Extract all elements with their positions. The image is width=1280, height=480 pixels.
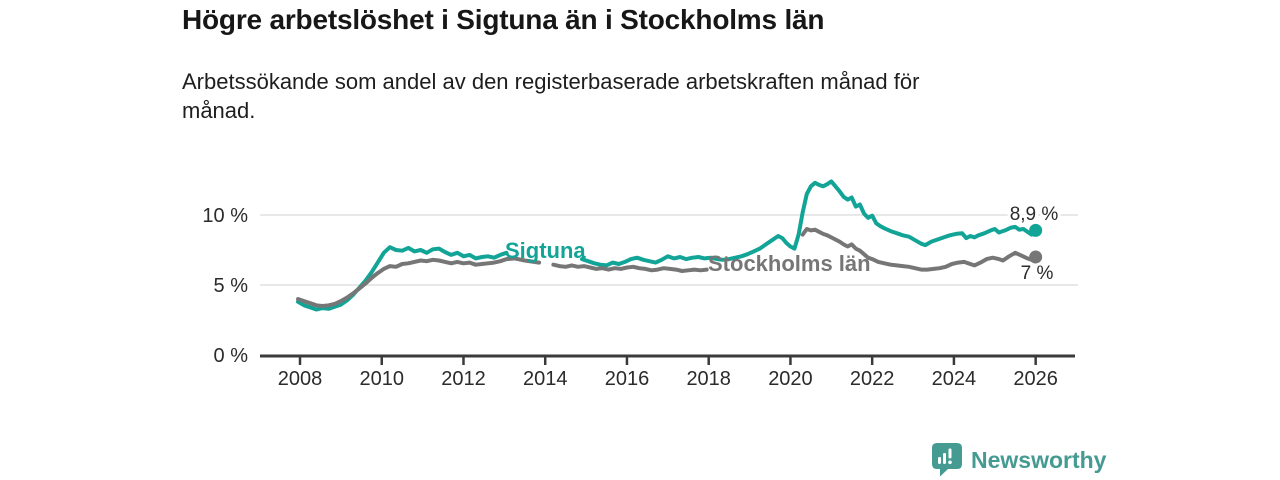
chart-subtitle: Arbetssökande som andel av den registerb… (182, 67, 919, 125)
gridlines (260, 214, 1078, 286)
newsworthy-brand: Newsworthy (932, 443, 1106, 477)
x-tick-label-2010: 2010 (359, 368, 404, 390)
x-tick-label-2016: 2016 (605, 368, 650, 390)
x-tick-label-2026: 2026 (1013, 368, 1058, 390)
x-tick-label-2024: 2024 (932, 368, 977, 390)
subtitle-line-2: månad. (182, 98, 256, 123)
y-axis-labels: 0 % 5 % 10 % (202, 205, 248, 367)
end-value-stockholms-lan: 7 % (1021, 263, 1054, 284)
x-tick-label-2020: 2020 (768, 368, 813, 390)
series-lines (296, 179, 1038, 312)
series-label-sigtuna: Sigtuna (505, 238, 586, 263)
chart-title: Högre arbetslöshet i Sigtuna än i Stockh… (182, 4, 825, 35)
end-value-sigtuna: 8,9 % (1010, 204, 1059, 225)
series-line-stockholms-lan (296, 256, 542, 308)
x-axis (260, 354, 1075, 365)
series-line-sigtuna (580, 179, 1038, 268)
x-tick-label-2012: 2012 (441, 368, 486, 390)
series-line-stockholms-lan (800, 227, 1038, 272)
newsworthy-logo-icon (932, 443, 962, 477)
x-tick-label-2008: 2008 (278, 368, 323, 390)
series-endpoints (1029, 223, 1043, 264)
endpoint-dot-sigtuna (1029, 223, 1043, 237)
series-label-stockholms-lan: Stockholms län (708, 251, 871, 276)
y-tick-label-5: 5 % (214, 275, 249, 297)
x-axis-labels: 2008 2010 2012 2014 2016 2018 2020 2022 2024 2026 (278, 368, 1058, 390)
series-line-sigtuna (296, 245, 509, 312)
y-tick-label-10: 10 % (202, 205, 248, 227)
subtitle-line-1: Arbetssökande som andel av den registerb… (182, 69, 920, 94)
y-tick-label-0: 0 % (214, 345, 249, 367)
series-line-stockholms-lan (551, 262, 709, 273)
x-tick-label-2018: 2018 (686, 368, 731, 390)
x-tick-label-2022: 2022 (850, 368, 895, 390)
newsworthy-logo-text: Newsworthy (971, 446, 1107, 473)
x-tick-label-2014: 2014 (523, 368, 568, 390)
endpoint-dot-stockholms-lan (1029, 250, 1043, 264)
